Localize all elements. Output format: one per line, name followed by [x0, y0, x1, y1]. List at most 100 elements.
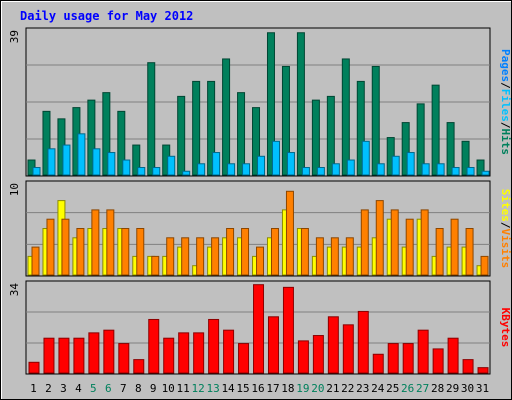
bar-kbytes-day-29	[447, 337, 459, 374]
bar-kbytes-day-26	[402, 343, 414, 374]
bar-kbytes-day-20	[312, 335, 324, 374]
bar-files-day-5	[92, 148, 101, 176]
panel-2: 10	[8, 180, 491, 277]
bar-visits-day-27	[420, 209, 429, 276]
bar-files-day-25	[391, 155, 400, 176]
bar-kbytes-day-10	[163, 337, 175, 374]
bar-hits-day-29	[446, 122, 455, 176]
bar-kbytes-day-7	[118, 343, 130, 374]
x-tick-label: 8	[135, 382, 142, 395]
bar-kbytes-day-31	[477, 367, 489, 374]
legend-2: Sites/Visits	[499, 189, 512, 269]
x-tick-label: 11	[177, 382, 190, 395]
bar-visits-day-21	[330, 237, 339, 276]
x-tick-label: 28	[431, 382, 444, 395]
bar-visits-day-29	[450, 218, 459, 276]
x-tick-label: 16	[251, 382, 264, 395]
bar-files-day-20	[316, 167, 325, 176]
x-tick-label: 24	[371, 382, 385, 395]
bar-hits-day-20	[311, 99, 320, 176]
bar-files-day-2	[47, 148, 56, 176]
bar-files-day-17	[271, 140, 280, 176]
legend-item-hits: Hits	[499, 129, 512, 156]
bar-files-day-7	[122, 159, 131, 176]
x-tick-label: 7	[120, 382, 127, 395]
x-tick-label: 18	[281, 382, 294, 395]
bar-visits-day-12	[196, 237, 205, 276]
bar-visits-day-9	[151, 255, 160, 276]
legend-1: Pages/Files/Hits	[499, 49, 512, 155]
bar-kbytes-day-24	[372, 353, 384, 374]
bar-kbytes-day-16	[253, 284, 265, 374]
bar-hits-day-19	[296, 32, 305, 176]
legend-separator: /	[499, 122, 512, 129]
bar-hits-day-30	[461, 140, 470, 176]
bar-visits-day-8	[136, 228, 145, 276]
bar-hits-day-22	[341, 58, 350, 176]
x-tick-label: 4	[75, 382, 82, 395]
bar-files-day-23	[361, 140, 370, 176]
x-tick-label: 23	[356, 382, 369, 395]
bar-kbytes-day-17	[267, 316, 279, 374]
bar-kbytes-day-15	[238, 343, 250, 374]
bar-visits-day-2	[46, 218, 55, 276]
bar-kbytes-day-21	[327, 316, 339, 374]
bar-hits-day-17	[266, 32, 275, 176]
bar-kbytes-day-3	[58, 337, 70, 374]
bar-visits-day-1	[31, 246, 40, 276]
x-tick-label: 15	[236, 382, 249, 395]
bar-kbytes-day-14	[223, 329, 235, 374]
bar-hits-day-26	[401, 122, 410, 176]
bar-hits-day-2	[42, 110, 51, 176]
bar-hits-day-16	[252, 107, 261, 176]
bar-visits-day-25	[390, 209, 399, 276]
bar-kbytes-day-25	[387, 343, 399, 374]
bar-visits-day-20	[315, 237, 324, 276]
bar-hits-day-21	[326, 95, 335, 176]
bar-visits-day-11	[181, 237, 190, 276]
bar-kbytes-day-12	[193, 332, 205, 374]
bar-kbytes-day-27	[417, 329, 429, 374]
bar-visits-day-22	[345, 237, 354, 276]
x-tick-label: 29	[446, 382, 459, 395]
legend-item-visits: Visits	[499, 229, 512, 269]
bar-hits-day-18	[281, 65, 290, 176]
legend-separator: /	[499, 222, 512, 229]
bar-files-day-12	[197, 163, 206, 176]
x-tick-label: 17	[266, 382, 279, 395]
bar-visits-day-5	[91, 209, 100, 276]
bar-visits-day-30	[465, 228, 474, 276]
bar-visits-day-31	[480, 255, 489, 276]
bar-visits-day-15	[241, 228, 250, 276]
bar-visits-day-7	[121, 228, 130, 276]
bar-files-day-10	[167, 155, 176, 176]
bar-hits-day-24	[371, 65, 380, 176]
x-tick-label: 31	[476, 382, 489, 395]
bar-files-day-6	[107, 152, 116, 176]
bar-files-day-24	[376, 163, 385, 176]
bar-hits-day-23	[356, 80, 365, 176]
bar-visits-day-17	[270, 228, 279, 276]
x-tick-label: 27	[416, 382, 429, 395]
bar-files-day-8	[137, 167, 146, 176]
bar-visits-day-18	[285, 190, 294, 276]
bar-visits-day-23	[360, 209, 369, 276]
x-tick-label: 19	[296, 382, 309, 395]
bar-hits-day-11	[177, 95, 186, 176]
bar-kbytes-day-1	[28, 361, 40, 374]
bar-visits-day-16	[256, 246, 265, 276]
x-tick-label: 3	[60, 382, 67, 395]
x-tick-label: 22	[341, 382, 354, 395]
x-tick-label: 12	[192, 382, 205, 395]
bar-kbytes-day-22	[342, 324, 354, 374]
legend-separator: /	[499, 82, 512, 89]
legend-item-sites: Sites	[499, 189, 512, 222]
legend-item-files: Files	[499, 89, 512, 122]
bar-files-day-14	[227, 163, 236, 176]
bar-hits-day-28	[431, 84, 440, 176]
bar-files-day-16	[257, 155, 266, 176]
panel-3: 34	[8, 280, 491, 375]
bar-files-day-21	[331, 163, 340, 176]
x-tick-label: 21	[326, 382, 339, 395]
bar-files-day-1	[32, 167, 41, 176]
